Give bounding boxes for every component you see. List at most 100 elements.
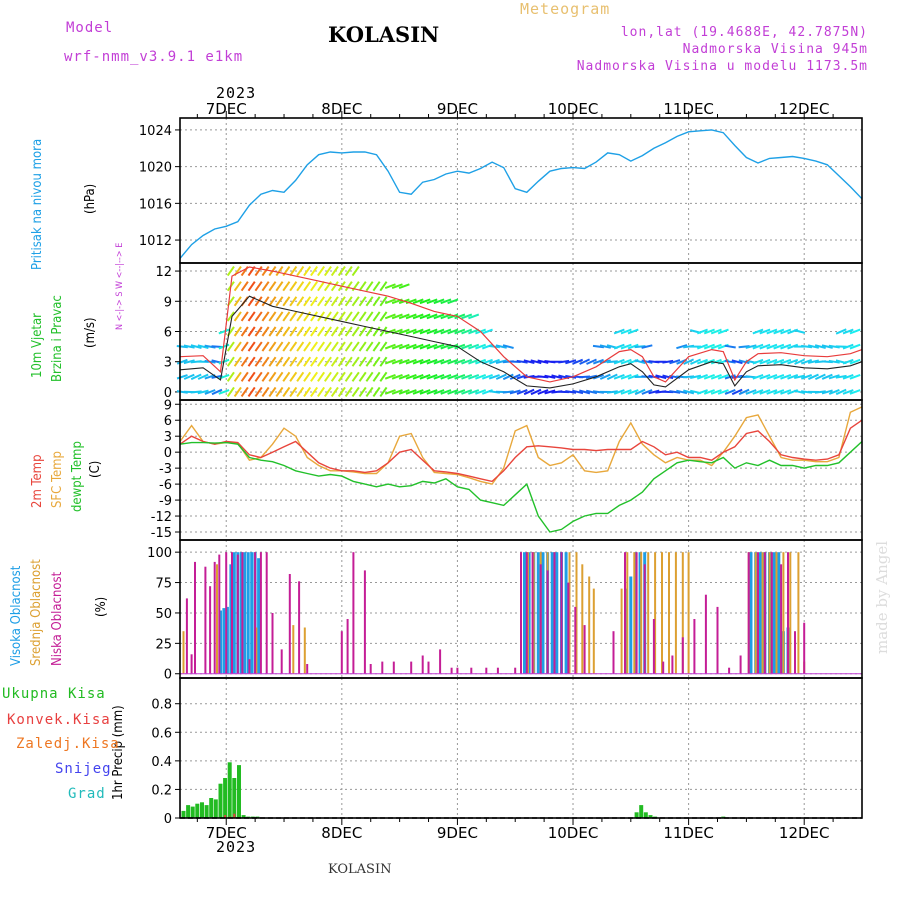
wind-vector	[724, 388, 736, 395]
wind-vector	[365, 281, 374, 292]
wind-vector	[197, 344, 209, 349]
wind-vector	[323, 266, 332, 277]
x-tick-label-bottom: 12DEC	[779, 824, 830, 842]
wind-vector	[627, 373, 639, 380]
wind-vector	[384, 283, 396, 290]
wind-vector	[620, 358, 632, 365]
wind-vector	[419, 298, 431, 305]
y-tick-label: 0.4	[151, 755, 172, 770]
cloud-low-bar	[635, 552, 638, 674]
wind-vector	[842, 358, 854, 365]
wind-vector	[310, 371, 319, 382]
wind-vector	[800, 358, 813, 365]
wind-vector	[419, 358, 431, 365]
cloud-low-bar	[241, 552, 244, 674]
wind-vector	[766, 389, 778, 395]
cloud-mid-bar	[668, 552, 670, 674]
wind-vector	[310, 326, 319, 337]
wind-vector	[537, 359, 549, 364]
wind-vector	[261, 356, 270, 367]
cloud-low-bar	[280, 649, 283, 674]
wind-vector	[447, 313, 459, 320]
wind-vector	[289, 311, 298, 322]
wind-vector	[303, 341, 312, 352]
wind-vector	[585, 389, 598, 395]
wind-vector	[384, 358, 396, 365]
wind-vector	[268, 341, 277, 352]
cloud-mid-bar	[768, 552, 771, 674]
cloud-low-bar	[567, 582, 570, 674]
wind-vector	[351, 371, 360, 382]
wind-vector	[358, 311, 367, 322]
wind-vector	[247, 281, 256, 292]
wind-vector	[419, 373, 431, 380]
wind-vector	[516, 388, 528, 395]
wind-vector	[773, 358, 785, 365]
wind-vector	[683, 389, 695, 395]
wind-vector	[344, 371, 353, 382]
x-tick-label-bottom: 8DEC	[321, 824, 362, 842]
wind-vector	[337, 296, 346, 307]
cloud-low-bar	[763, 552, 766, 674]
wind-vector	[183, 373, 195, 380]
wind-vector	[303, 296, 312, 307]
wind-vector	[412, 389, 424, 395]
wind-vector	[849, 373, 861, 380]
wind-vector	[323, 356, 332, 367]
wind-vector	[565, 359, 577, 365]
wind-vector	[481, 373, 493, 380]
rain-bar	[648, 815, 653, 818]
wind-vector	[794, 358, 806, 365]
wind-vector	[433, 358, 445, 365]
wind-vector	[323, 326, 332, 337]
cloud-high-bar	[232, 552, 236, 674]
wind-vector	[226, 341, 235, 352]
x-tick-label-top: 8DEC	[321, 100, 362, 118]
wind-vector	[780, 389, 792, 395]
y-tick-label: 3	[164, 430, 172, 445]
cloud-low-bar	[190, 654, 193, 674]
wind-vector	[379, 386, 388, 397]
wind-vector	[282, 281, 291, 292]
cloud-low-bar	[643, 564, 646, 674]
cloud-low-bar	[369, 664, 372, 674]
wind-vector	[268, 311, 277, 322]
cloud-low-bar	[381, 661, 384, 674]
wind-vector	[440, 328, 452, 335]
coordinates-label: lon,lat (19.4688E, 42.7875N)	[620, 25, 868, 40]
wind-vector	[676, 389, 688, 395]
wind-vector	[240, 326, 249, 337]
wind-vector	[454, 389, 466, 395]
wind-vector	[289, 371, 298, 382]
wind-vector	[303, 371, 312, 382]
wind-vector	[296, 266, 305, 277]
wind-vector	[745, 344, 757, 349]
wind-vector	[398, 313, 410, 320]
cloud-mid-bar	[782, 552, 785, 674]
wind-vector	[261, 266, 270, 277]
wind-vector	[773, 373, 785, 380]
wind-vector	[310, 386, 319, 397]
wind-vector	[296, 296, 305, 307]
wind-vector	[412, 298, 424, 305]
cloud-mid-bar	[532, 552, 535, 674]
cloud-low-bar	[531, 552, 534, 674]
wind-vector	[606, 373, 618, 381]
wind-vector	[454, 313, 466, 320]
wind-vector	[398, 373, 410, 380]
model-label: Model	[66, 20, 114, 36]
cloud-mid-bar	[588, 576, 591, 674]
cloud-low-bar	[346, 619, 349, 674]
wind-vector	[738, 388, 750, 396]
rain-bar	[190, 806, 195, 818]
wind-vector	[683, 358, 695, 365]
wind-vector	[537, 375, 549, 379]
wind-vector	[379, 311, 388, 322]
elevation-label: Nadmorska Visina 945m	[682, 42, 868, 57]
wind-vector	[317, 281, 326, 292]
wind-vector	[282, 386, 291, 397]
wind-vector	[398, 358, 410, 365]
wind-vector	[461, 373, 473, 380]
wind-vector	[572, 358, 584, 365]
rain-bar	[200, 802, 204, 818]
